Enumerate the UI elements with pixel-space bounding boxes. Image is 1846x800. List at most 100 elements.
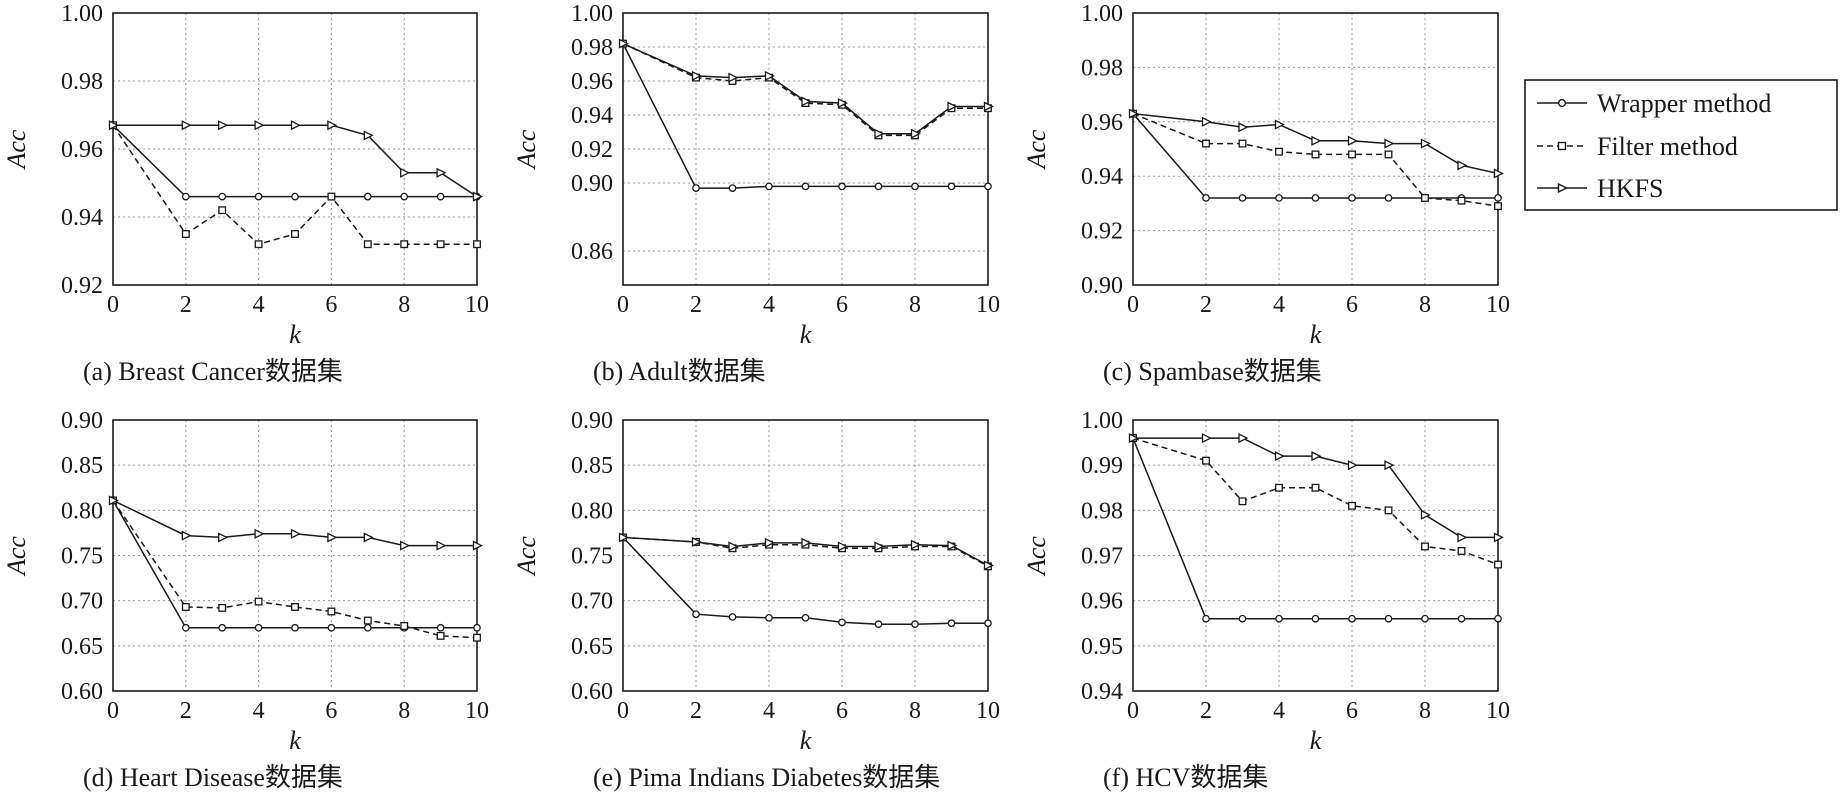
y-tick-label: 0.92 <box>1081 219 1123 245</box>
data-point-hkfs <box>801 537 812 548</box>
x-tick-label: 10 <box>1486 698 1510 724</box>
data-point-wrapper <box>1494 614 1502 623</box>
y-axis-label: Acc <box>1022 536 1051 577</box>
data-point-filter <box>1457 196 1466 205</box>
series-line-filter <box>622 536 989 567</box>
data-point-wrapper <box>838 182 846 191</box>
x-axis-label: k <box>1310 726 1322 755</box>
data-point-filter <box>1202 139 1210 148</box>
data-point-hkfs <box>1493 168 1504 179</box>
y-tick-label: 0.60 <box>61 679 103 705</box>
data-point-wrapper <box>947 619 956 628</box>
y-tick-label: 1.00 <box>61 1 103 27</box>
x-tick-label: 2 <box>690 292 702 318</box>
series-line-filter <box>1132 437 1499 566</box>
data-point-hkfs <box>691 536 702 548</box>
data-point-filter <box>1421 542 1429 551</box>
data-point-wrapper <box>181 192 190 201</box>
y-tick-label: 0.65 <box>571 634 613 660</box>
x-tick-label: 6 <box>1346 292 1358 318</box>
y-tick-label: 0.94 <box>1081 679 1123 705</box>
data-point-filter <box>1348 501 1356 510</box>
y-tick-label: 0.92 <box>571 137 613 163</box>
data-point-hkfs <box>874 128 885 139</box>
x-tick-label: 4 <box>253 292 265 318</box>
y-tick-label: 0.98 <box>61 69 103 95</box>
data-point-hkfs <box>327 532 338 543</box>
data-point-wrapper <box>838 618 846 627</box>
data-point-filter <box>1311 150 1320 159</box>
data-point-wrapper <box>801 613 810 622</box>
x-tick-label: 0 <box>1127 292 1139 318</box>
series-line-filter <box>112 124 477 246</box>
data-point-filter <box>254 597 263 606</box>
data-point-hkfs <box>1420 509 1431 520</box>
x-tick-label: 0 <box>107 698 119 724</box>
data-point-hkfs <box>837 98 848 109</box>
data-point-hkfs <box>837 541 848 552</box>
x-tick-label: 2 <box>1200 698 1212 724</box>
data-point-hkfs <box>363 532 374 543</box>
series-line-wrapper <box>112 500 477 629</box>
data-point-wrapper <box>400 192 409 201</box>
data-point-wrapper <box>436 192 445 201</box>
data-point-hkfs <box>1457 532 1468 543</box>
panel-caption: (d) Heart Disease数据集 <box>83 763 343 792</box>
data-point-hkfs <box>108 120 119 131</box>
data-point-filter <box>1238 139 1247 148</box>
y-tick-label: 0.90 <box>571 408 613 434</box>
chart-panels: 0 2 4 6 8 10 0.92 0.94 0.96 0.98 1.00 k Acc (a) Breas… <box>2 1 1510 792</box>
data-point-hkfs <box>910 539 921 550</box>
data-point-filter <box>363 616 372 625</box>
data-point-hkfs <box>1384 138 1395 149</box>
data-point-hkfs <box>1201 116 1212 127</box>
legend: Wrapper method Filter method HKFS <box>1524 79 1838 211</box>
data-point-filter <box>473 633 481 642</box>
y-tick-label: 0.95 <box>1081 634 1123 660</box>
data-point-wrapper <box>181 623 190 632</box>
data-point-filter <box>327 607 336 616</box>
legend-marker-filter <box>1557 141 1567 151</box>
data-point-wrapper <box>1494 194 1502 202</box>
data-point-hkfs <box>1311 135 1322 146</box>
x-tick-label: 6 <box>1346 698 1358 724</box>
y-tick-label: 0.90 <box>571 171 613 197</box>
data-point-wrapper <box>1311 614 1320 623</box>
data-point-wrapper <box>436 623 445 632</box>
panel-caption: (f) HCV数据集 <box>1103 763 1268 792</box>
y-tick-label: 0.97 <box>1081 544 1123 570</box>
data-point-wrapper <box>363 623 372 632</box>
series-line-filter <box>622 42 988 137</box>
x-tick-label: 2 <box>1200 292 1212 318</box>
y-tick-label: 0.65 <box>61 634 103 660</box>
data-point-filter <box>1494 560 1502 569</box>
data-point-hkfs <box>764 537 775 548</box>
x-tick-label: 8 <box>398 698 410 724</box>
x-tick-label: 6 <box>325 292 337 318</box>
x-tick-label: 10 <box>465 292 489 318</box>
y-tick-label: 0.75 <box>571 544 613 570</box>
data-point-hkfs <box>290 120 301 131</box>
data-point-hkfs <box>1347 135 1358 146</box>
x-tick-label: 8 <box>909 698 921 724</box>
plot-frame <box>1132 419 1499 692</box>
x-tick-label: 6 <box>836 698 848 724</box>
data-point-hkfs <box>947 540 958 551</box>
legend-label-wrapper: Wrapper method <box>1597 89 1771 118</box>
data-point-hkfs <box>1457 160 1468 171</box>
data-point-wrapper <box>1275 614 1283 623</box>
data-point-hkfs <box>947 101 958 112</box>
data-point-wrapper <box>1384 614 1393 623</box>
y-tick-label: 0.98 <box>1081 498 1123 524</box>
data-point-filter <box>1421 194 1429 202</box>
chart-panel: 0 2 4 6 8 10 0.60 0.65 0.70 0.75 0.80 0.85 0.90 k Acc (… <box>2 408 489 792</box>
data-point-hkfs <box>254 528 265 539</box>
data-point-filter <box>218 603 227 612</box>
data-point-wrapper <box>1348 194 1356 202</box>
data-point-wrapper <box>947 182 956 191</box>
data-point-wrapper <box>984 182 992 191</box>
data-point-filter <box>1457 547 1466 555</box>
data-point-filter <box>181 603 190 611</box>
x-tick-label: 10 <box>976 698 1000 724</box>
data-point-hkfs <box>181 120 192 131</box>
